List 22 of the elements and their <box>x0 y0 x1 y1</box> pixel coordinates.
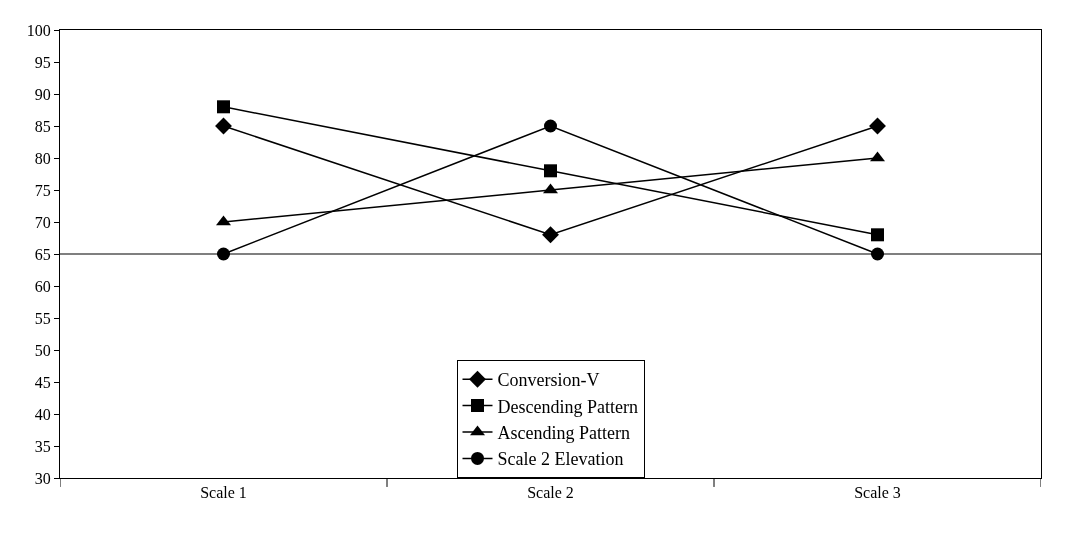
legend-label: Scale 2 Elevation <box>497 449 624 470</box>
y-tick-label: 60 <box>34 277 51 295</box>
y-tick-label: 70 <box>34 213 51 231</box>
y-tick-label: 50 <box>34 341 51 359</box>
y-tick-label: 45 <box>34 373 51 391</box>
legend-label: Ascending Pattern <box>497 423 630 444</box>
y-tick-label: 95 <box>34 53 51 71</box>
y-tick-label: 40 <box>34 405 51 423</box>
legend-label: Descending Pattern <box>497 396 638 417</box>
x-tick-label: Scale 1 <box>200 484 247 502</box>
x-tick-label: Scale 3 <box>854 484 901 502</box>
y-tick-label: 90 <box>34 85 51 103</box>
y-tick-label: 30 <box>34 469 51 487</box>
y-tick-label: 35 <box>34 437 51 455</box>
y-tick-label: 75 <box>34 181 51 199</box>
x-tick-label: Scale 2 <box>527 484 574 502</box>
y-tick-label: 100 <box>26 21 51 39</box>
y-tick-label: 65 <box>34 245 51 263</box>
y-tick-label: 55 <box>34 309 51 327</box>
y-tick-label: 85 <box>34 117 51 135</box>
legend-label: Conversion-V <box>497 370 600 391</box>
y-tick-label: 80 <box>34 149 51 167</box>
